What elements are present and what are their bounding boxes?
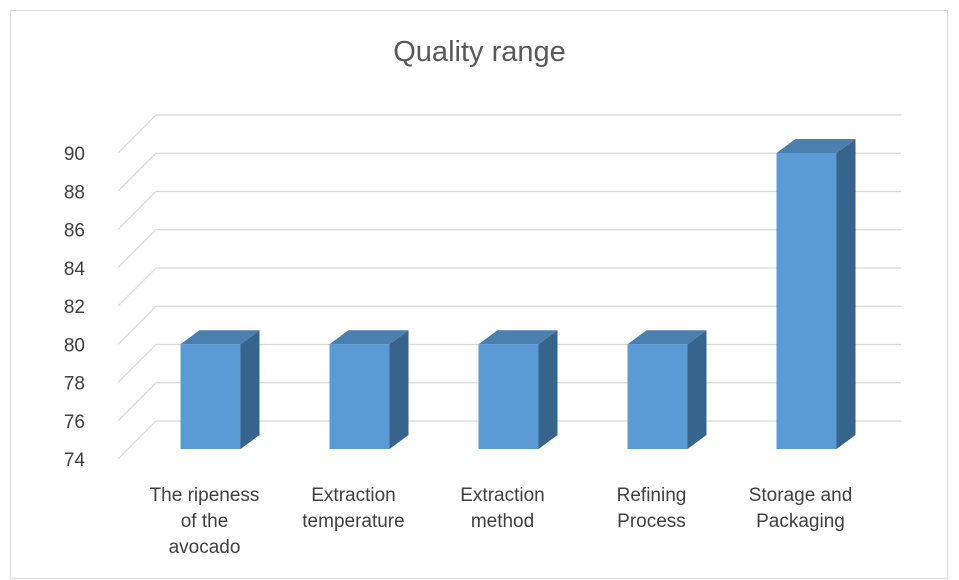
bar-top <box>776 139 856 153</box>
x-category-label: Packaging <box>756 511 845 532</box>
bar <box>478 330 558 449</box>
bar-top <box>329 330 409 345</box>
bar <box>180 330 260 449</box>
bars <box>180 139 856 449</box>
chart-title: Quality range <box>393 36 566 68</box>
x-category-label: Refining <box>617 485 687 506</box>
y-tick-label: 90 <box>64 144 85 165</box>
bar <box>776 139 856 449</box>
bar-top <box>478 330 558 345</box>
x-axis-categories: The ripeness of the avocado Extraction tempe… <box>150 485 853 558</box>
gridline-diagonal <box>117 344 157 383</box>
x-category-label: Storage and <box>749 485 853 506</box>
bar-front <box>180 344 241 449</box>
gridline-diagonal <box>117 305 157 345</box>
gridline-diagonal <box>117 229 157 269</box>
x-category-label: Process <box>617 511 686 532</box>
gridline-diagonal <box>117 382 157 422</box>
gridline-diagonal <box>117 152 157 192</box>
bar-front <box>329 344 390 449</box>
y-tick-label: 84 <box>64 259 86 280</box>
gridline-diagonal <box>117 420 157 460</box>
bar-side <box>389 330 409 449</box>
y-tick-label: 76 <box>64 412 85 433</box>
y-tick-label: 88 <box>64 182 85 203</box>
bar-side <box>836 139 856 449</box>
y-tick-label: 82 <box>64 297 85 318</box>
y-tick-label: 78 <box>64 374 85 395</box>
y-tick-label: 74 <box>64 450 86 471</box>
gridline-diagonal <box>117 191 157 230</box>
bar-top <box>180 330 260 345</box>
x-category-label: avocado <box>169 537 241 558</box>
x-category-label: method <box>471 511 534 532</box>
x-category-label: of the <box>181 511 229 532</box>
x-category-label: Extraction <box>311 485 395 506</box>
bar-front <box>776 153 837 449</box>
gridline-diagonal <box>117 114 157 154</box>
bar <box>627 330 707 449</box>
bar <box>329 330 409 449</box>
bar-side <box>538 330 558 449</box>
gridline-diagonal <box>117 267 157 307</box>
bar-front <box>478 344 539 449</box>
y-axis-ticks: 74 76 78 80 82 84 86 88 90 <box>64 144 86 471</box>
bar-front <box>627 344 688 449</box>
bar-side <box>687 330 707 449</box>
x-category-label: Extraction <box>460 485 544 506</box>
y-tick-label: 80 <box>64 335 85 356</box>
x-category-label: The ripeness <box>150 485 260 506</box>
bar-top <box>627 330 707 345</box>
bar-side <box>240 330 260 449</box>
x-category-label: temperature <box>302 511 404 532</box>
y-tick-label: 86 <box>64 221 85 242</box>
